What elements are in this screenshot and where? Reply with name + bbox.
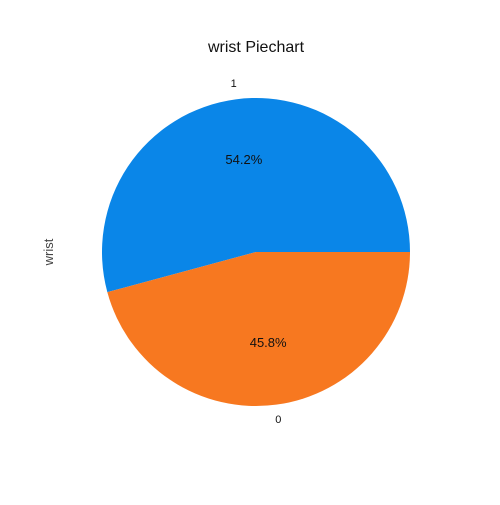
- pie-labels: 1 54.2% 0 45.8%: [225, 78, 287, 426]
- pie-slice-1: [101, 97, 410, 293]
- slice-category-label-0: 0: [275, 414, 281, 426]
- slice-percent-label-1: 54.2%: [225, 152, 262, 167]
- pie-slice-0: [107, 252, 410, 406]
- chart-title: wrist Piechart: [207, 39, 305, 56]
- slice-category-label-1: 1: [231, 78, 237, 90]
- slice-percent-label-0: 45.8%: [250, 335, 287, 350]
- y-axis-label: wrist: [41, 238, 56, 266]
- pie-slices: [101, 97, 410, 406]
